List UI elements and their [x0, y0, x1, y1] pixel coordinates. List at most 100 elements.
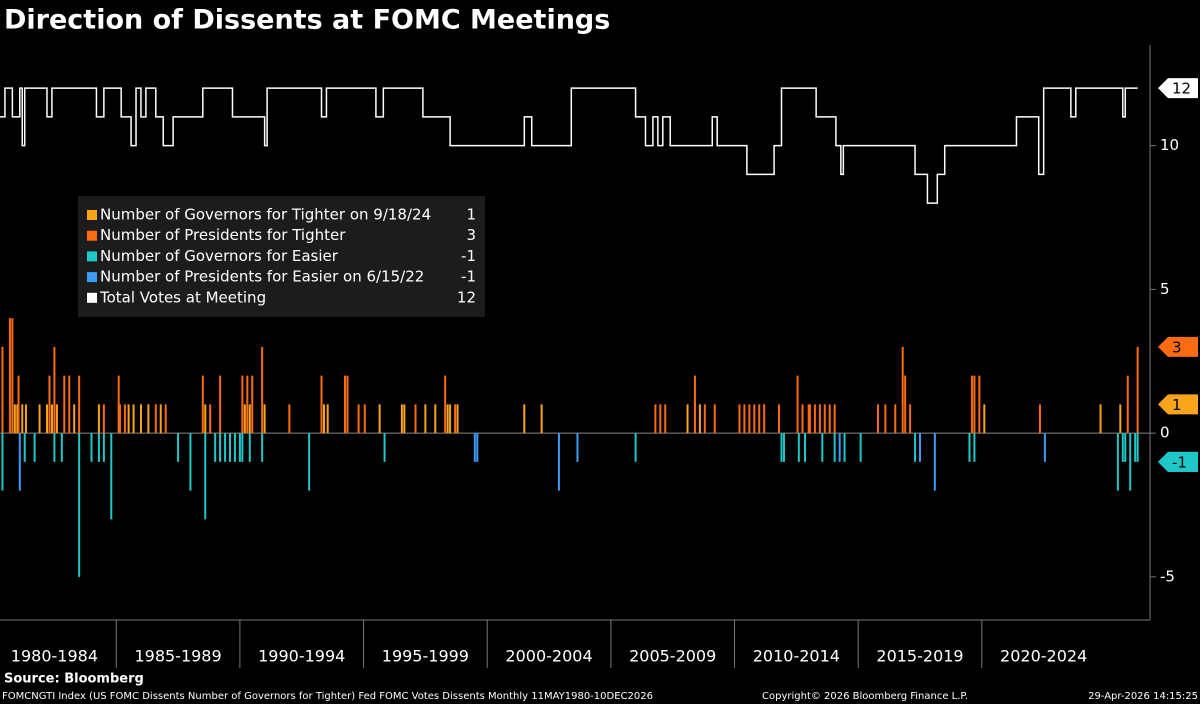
bar	[378, 404, 381, 434]
bar	[1129, 433, 1132, 491]
bar	[1, 346, 4, 434]
bar	[209, 404, 212, 434]
bar	[346, 375, 349, 434]
legend-label: Number of Governors for Easier	[100, 247, 339, 265]
value-tag-label: 3	[1172, 338, 1182, 356]
legend-label: Total Votes at Meeting	[99, 288, 266, 306]
bar	[796, 375, 799, 434]
bar	[1119, 404, 1122, 434]
y-tick-label: 0	[1160, 424, 1170, 442]
bar	[118, 404, 121, 434]
legend-box	[78, 196, 485, 317]
bar	[713, 404, 716, 434]
bar	[693, 375, 696, 434]
bar	[383, 433, 386, 462]
bar	[933, 433, 936, 491]
bar	[833, 433, 836, 462]
legend-swatch	[87, 210, 97, 220]
bar	[102, 404, 105, 434]
bar	[763, 404, 766, 434]
legend-label: Number of Presidents for Easier on 6/15/…	[100, 268, 424, 286]
legend-value: 12	[457, 288, 476, 306]
bar	[449, 404, 452, 434]
bar	[576, 433, 579, 462]
legend-value: -1	[461, 268, 476, 286]
bar	[833, 404, 836, 434]
bar	[540, 404, 543, 434]
bar	[243, 404, 246, 434]
bar	[823, 404, 826, 434]
bar	[1, 433, 4, 491]
chart-title: Direction of Dissents at FOMC Meetings	[4, 5, 610, 36]
bar	[914, 433, 917, 462]
bar	[238, 433, 241, 462]
bar	[33, 433, 36, 462]
bar	[1126, 375, 1129, 434]
bar	[808, 404, 811, 434]
bar	[1116, 433, 1119, 491]
bar	[229, 433, 231, 462]
x-tick-label: 2020-2024	[1000, 647, 1087, 666]
bar	[68, 375, 71, 434]
bar	[821, 433, 824, 462]
x-tick-label: 1995-1999	[382, 647, 469, 666]
bar	[476, 433, 479, 462]
bar	[1134, 433, 1137, 462]
bar	[189, 433, 192, 491]
bar	[48, 375, 51, 434]
bar	[818, 404, 821, 434]
footer-center: Copyright© 2026 Bloomberg Finance L.P.	[762, 691, 968, 702]
value-tag-label: -1	[1172, 453, 1187, 471]
bar	[859, 433, 862, 462]
bar	[807, 404, 810, 434]
bar	[219, 433, 222, 462]
bar	[1136, 433, 1139, 462]
x-tick-label: 1980-1984	[11, 647, 98, 666]
bar	[13, 404, 16, 434]
bar	[224, 433, 227, 462]
bar	[132, 404, 135, 434]
bar	[782, 433, 785, 462]
bar	[248, 404, 251, 434]
bar	[634, 433, 637, 462]
bar	[344, 375, 346, 434]
bar	[78, 375, 81, 434]
bar	[970, 375, 973, 434]
bar	[1038, 404, 1041, 434]
bar	[154, 404, 157, 434]
legend-swatch	[87, 230, 97, 241]
bar	[838, 433, 841, 462]
bar	[16, 404, 19, 434]
bar	[322, 404, 325, 434]
x-tick-label: 2010-2014	[753, 647, 840, 666]
bar	[748, 404, 751, 434]
bar	[400, 404, 403, 434]
bar	[78, 433, 81, 577]
legend-swatch	[87, 272, 97, 283]
legend-label: Number of Presidents for Tighter	[100, 226, 346, 244]
legend-value: 1	[466, 206, 476, 224]
bar	[55, 404, 58, 434]
bar	[703, 404, 706, 434]
bar	[446, 404, 449, 434]
bar	[904, 375, 907, 434]
bar	[758, 404, 761, 434]
legend-value: 3	[466, 226, 476, 244]
bar	[1099, 404, 1102, 434]
value-tag	[1158, 78, 1198, 99]
bar	[828, 404, 831, 434]
bar	[454, 404, 457, 434]
bar	[23, 433, 26, 462]
bar	[11, 318, 14, 434]
y-tick-label: 5	[1160, 280, 1170, 298]
bar	[73, 404, 76, 434]
bar	[38, 404, 41, 434]
votes-line	[0, 87, 1138, 204]
bar	[90, 433, 93, 462]
bar	[263, 404, 266, 434]
bar	[876, 404, 879, 434]
bar	[743, 404, 746, 434]
bar	[204, 404, 207, 434]
bar	[523, 404, 526, 434]
bar	[424, 404, 427, 434]
